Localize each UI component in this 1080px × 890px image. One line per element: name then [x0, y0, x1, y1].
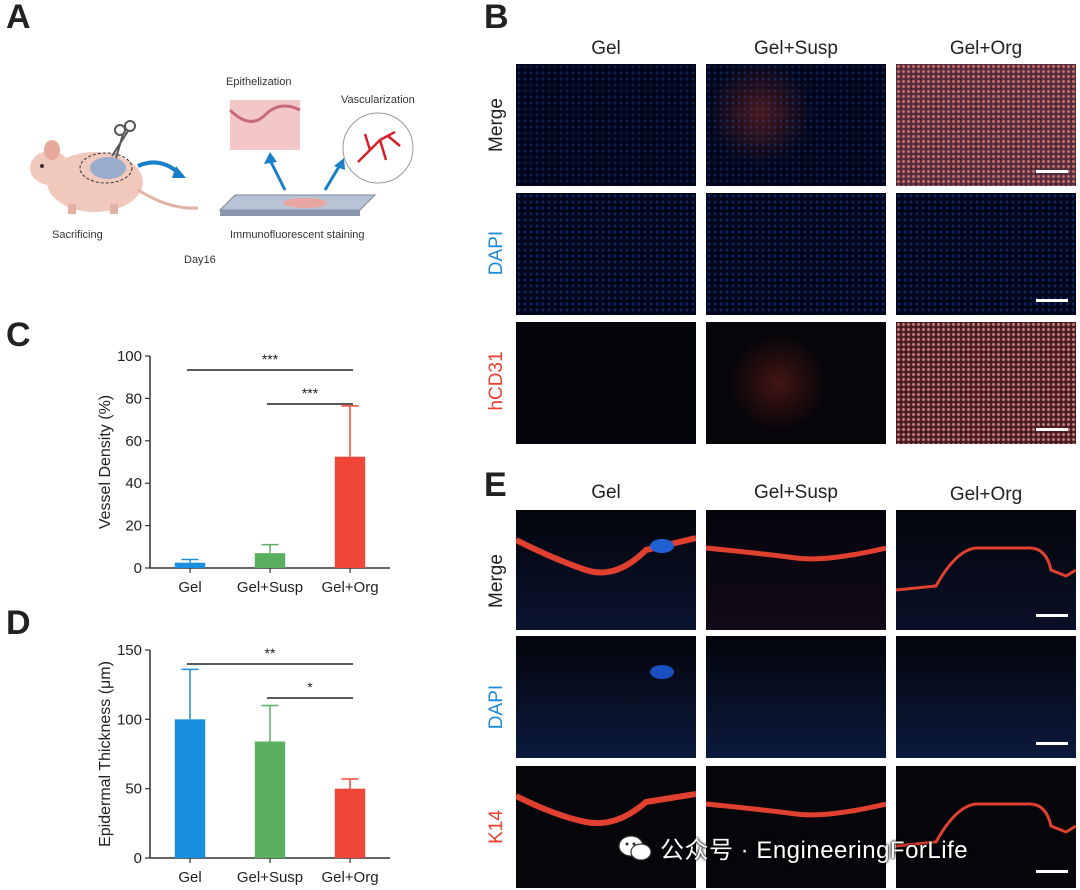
bar-gel-org	[334, 788, 366, 858]
x-tick-label: Gel+Org	[321, 579, 378, 596]
row-label-merge: Merge	[486, 554, 507, 608]
vascularization-label: Vascularization	[341, 94, 415, 106]
x-tick-label: Gel	[178, 869, 201, 886]
y-axis-label: Vessel Density (%)	[97, 395, 114, 529]
staining-label: Immunofluorescent staining	[230, 229, 365, 241]
schematic-illustration	[30, 100, 414, 216]
significance-label: **	[265, 645, 276, 661]
bar-gel-org	[334, 456, 366, 568]
micrograph-e-merge-gel-susp	[706, 510, 886, 630]
panel-label-a: A	[6, 0, 31, 36]
micrograph-b-hcd31-gel	[516, 322, 696, 444]
micrograph-e-k14-gel-susp	[706, 766, 886, 888]
mouse-illustration	[30, 140, 199, 214]
column-title-gel-org: Gel+Org	[949, 484, 1023, 505]
micrograph-b-hcd31-gel-susp	[706, 322, 886, 444]
micrograph-b-merge-gel	[516, 64, 696, 186]
y-axis-label: Epidermal Thickness (μm)	[97, 661, 114, 847]
bar-gel	[174, 719, 206, 858]
column-title-gel-susp: Gel+Susp	[754, 482, 838, 503]
watermark-text: 公众号 · EngineeringForLife	[660, 837, 969, 864]
x-tick-label: Gel+Susp	[237, 869, 303, 886]
column-title-gel: Gel	[591, 38, 621, 59]
column-title-gel: Gel	[591, 482, 621, 503]
sacrificing-label: Sacrificing	[52, 229, 103, 241]
micrograph-e-dapi-gel	[516, 636, 696, 758]
micrograph-b-merge-gel-org	[896, 64, 1076, 186]
x-tick-label: Gel+Susp	[237, 579, 303, 596]
watermark: 公众号 · EngineeringForLife	[618, 830, 968, 865]
y-tick-label: 0	[134, 850, 142, 867]
significance-label: ***	[302, 385, 319, 401]
row-label-k14: K14	[486, 810, 507, 844]
y-tick-label: 150	[117, 642, 142, 659]
micrograph-b-dapi-gel	[516, 193, 696, 315]
row-label-hcd31: hCD31	[486, 351, 507, 411]
vessel-illustration	[342, 112, 414, 184]
micrograph-e-merge-gel-org	[896, 510, 1076, 630]
panel-label-e: E	[484, 466, 507, 504]
arrow-icon	[137, 160, 182, 176]
y-tick-label: 60	[125, 433, 142, 450]
y-tick-label: 20	[125, 518, 142, 535]
y-tick-label: 80	[125, 390, 142, 407]
chart-vessel-density: 0 20 40 60 80 100 Vessel Density (%) Gel Gel+Sus…	[97, 348, 390, 596]
bar-gel	[174, 562, 206, 568]
epithelization-label: Epithelization	[226, 76, 292, 88]
significance-label: *	[307, 679, 313, 695]
scissors-icon	[111, 120, 136, 159]
arrow-icon	[323, 164, 342, 191]
panel-label-b: B	[484, 0, 509, 36]
row-label-dapi: DAPI	[486, 684, 507, 730]
column-title-gel-org: Gel+Org	[949, 38, 1023, 59]
wechat-icon	[618, 834, 652, 861]
x-tick-label: Gel	[178, 579, 201, 596]
row-label-merge: Merge	[486, 98, 507, 152]
panel-label-d: D	[6, 604, 31, 642]
column-title-gel-susp: Gel+Susp	[754, 38, 838, 59]
micrograph-e-merge-gel	[516, 510, 696, 630]
epithelium-illustration	[228, 100, 301, 150]
micrograph-b-dapi-gel-susp	[706, 193, 886, 315]
row-label-dapi: DAPI	[486, 230, 507, 276]
y-tick-label: 0	[134, 560, 142, 577]
panel-label-c: C	[6, 316, 31, 354]
slide-illustration	[218, 194, 377, 216]
arrow-icon	[268, 159, 287, 191]
micrograph-e-dapi-gel-org	[896, 636, 1076, 758]
y-tick-label: 40	[125, 475, 142, 492]
bar-gel-susp	[254, 553, 286, 568]
y-tick-label: 50	[125, 781, 142, 798]
y-tick-label: 100	[117, 711, 142, 728]
y-tick-label: 100	[117, 348, 142, 365]
panel-a-schematic	[20, 70, 440, 280]
micrograph-b-merge-gel-susp	[706, 64, 886, 186]
bar-gel-susp	[254, 741, 286, 858]
micrograph-b-hcd31-gel-org	[896, 322, 1076, 444]
micrograph-b-dapi-gel-org	[896, 193, 1076, 315]
x-tick-label: Gel+Org	[321, 869, 378, 886]
significance-label: ***	[262, 351, 279, 367]
micrograph-e-dapi-gel-susp	[706, 636, 886, 758]
day-label: Day16	[184, 254, 216, 266]
micrograph-e-k14-gel	[516, 766, 696, 888]
micrograph-e-k14-gel-org	[896, 766, 1076, 888]
